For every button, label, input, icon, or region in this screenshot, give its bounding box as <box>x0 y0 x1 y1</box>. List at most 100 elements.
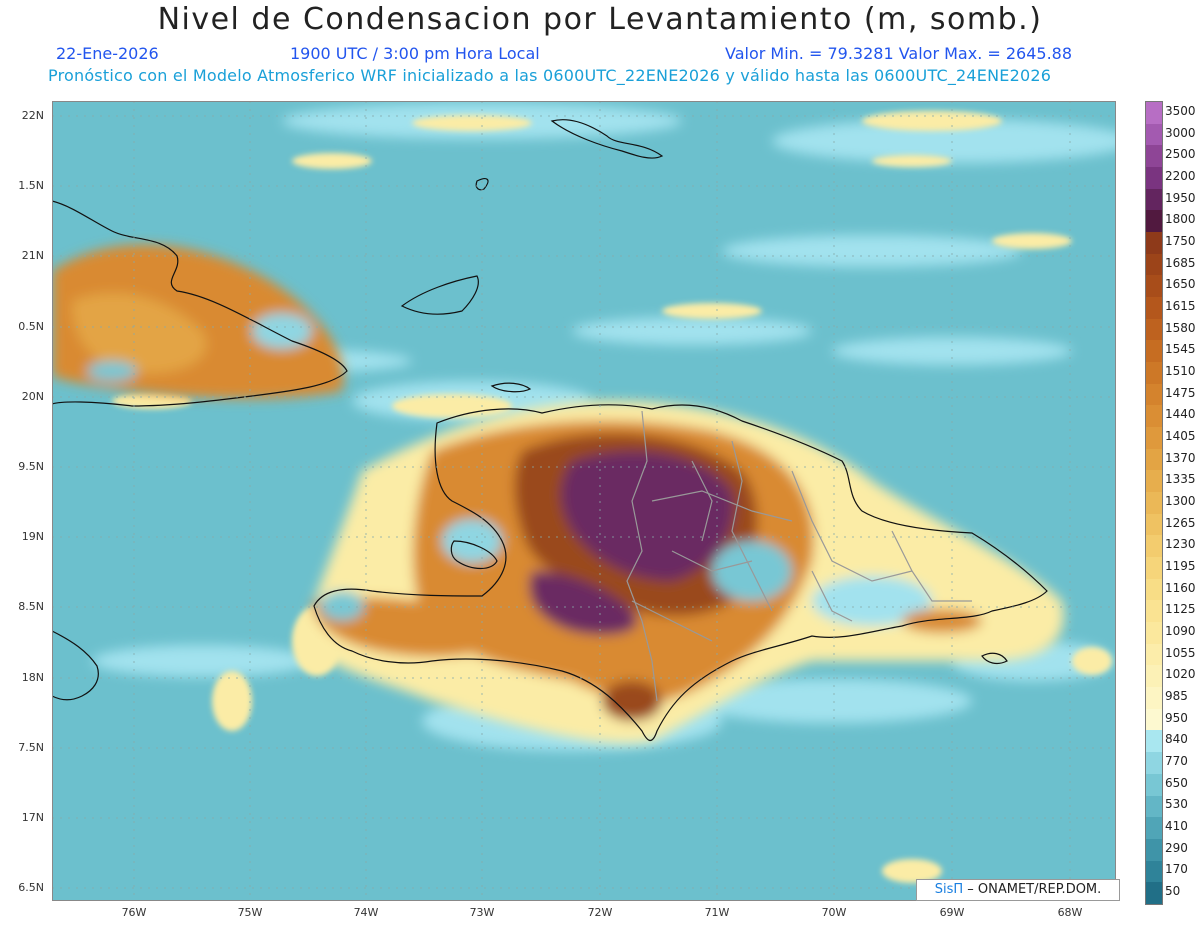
lon-label: 76W <box>121 906 147 919</box>
colorbar-swatch <box>1146 297 1162 319</box>
colorbar-swatch <box>1146 102 1162 124</box>
colorbar-swatch <box>1146 492 1162 514</box>
colorbar-label: 2200 <box>1165 168 1196 183</box>
colorbar-swatch <box>1146 773 1162 796</box>
colorbar-swatch <box>1146 708 1162 731</box>
lat-label: 7.5N <box>18 741 44 754</box>
colorbar-label: 1800 <box>1165 212 1196 227</box>
lat-label: 1.5N <box>18 179 44 192</box>
colorbar-label: 1125 <box>1165 602 1196 617</box>
colorbar-swatch <box>1146 210 1162 233</box>
colorbar-swatch <box>1146 188 1162 211</box>
colorbar-swatch <box>1146 665 1162 688</box>
colorbar-swatch <box>1146 557 1162 579</box>
colorbar-label: 1335 <box>1165 472 1196 487</box>
lon-label: 72W <box>587 906 613 919</box>
colorbar-label: 1055 <box>1165 645 1196 660</box>
colorbar-swatch <box>1146 253 1162 276</box>
forecast-info: Pronóstico con el Modelo Atmosferico WRF… <box>48 66 1052 85</box>
colorbar-swatch <box>1146 882 1162 904</box>
colorbar-swatch <box>1146 167 1162 189</box>
lon-label: 74W <box>353 906 379 919</box>
lat-label: 22N <box>21 109 44 122</box>
colorbar-swatch <box>1146 860 1162 883</box>
colorbar-label: 650 <box>1165 775 1188 790</box>
colorbar-swatch <box>1146 578 1162 601</box>
lon-label: 69W <box>939 906 965 919</box>
colorbar-label: 1950 <box>1165 190 1196 205</box>
cuba-field <box>52 244 344 399</box>
colorbar-swatch <box>1146 340 1162 363</box>
colorbar-swatch <box>1146 123 1162 146</box>
colorbar-label: 770 <box>1165 754 1188 769</box>
colorbar-swatch <box>1146 730 1162 753</box>
colorbar-label: 985 <box>1165 689 1188 704</box>
saona <box>981 652 1008 665</box>
lat-label: 18N <box>21 671 44 684</box>
cuba-coast <box>52 200 348 407</box>
colorbar-swatch <box>1146 600 1162 623</box>
colorbar-label: 1195 <box>1165 559 1196 574</box>
colorbar-label: 1020 <box>1165 667 1196 682</box>
tortuga <box>490 382 532 393</box>
colorbar-swatch <box>1146 622 1162 644</box>
lat-label: 6.5N <box>18 881 44 894</box>
great-inagua <box>400 275 479 315</box>
lon-label: 75W <box>237 906 263 919</box>
colorbar-label: 1160 <box>1165 580 1196 595</box>
colorbar-swatch <box>1146 383 1162 406</box>
min-max-values: Valor Min. = 79.3281 Valor Max. = 2645.8… <box>725 44 1073 63</box>
colorbar-label: 1475 <box>1165 385 1196 400</box>
colorbar-label: 1230 <box>1165 537 1196 552</box>
colorbar-label: 410 <box>1165 819 1188 834</box>
colorbar-swatch <box>1146 535 1162 558</box>
colorbar-label: 1685 <box>1165 255 1196 270</box>
lon-label: 70W <box>821 906 847 919</box>
lat-label: 20N <box>21 390 44 403</box>
colorbar-label: 1440 <box>1165 407 1196 422</box>
colorbar-label: 1510 <box>1165 363 1196 378</box>
lon-label: 68W <box>1057 906 1083 919</box>
gonave <box>450 540 498 570</box>
colorbar-label: 1300 <box>1165 494 1196 508</box>
colorbar-label: 1265 <box>1165 515 1196 530</box>
valid-date: 22-Ene-2026 <box>56 44 159 63</box>
colorbar-swatch <box>1146 232 1162 254</box>
colorbar-label: 1750 <box>1165 233 1196 248</box>
colorbar-swatch <box>1146 752 1162 774</box>
colorbar-swatch <box>1146 687 1162 709</box>
province-borders <box>626 410 972 702</box>
colorbar-label: 3000 <box>1165 125 1196 140</box>
hispaniola-coast <box>313 404 1048 741</box>
colorbar-swatch <box>1146 448 1162 471</box>
lat-label: 0.5N <box>18 320 44 333</box>
colorbar-swatch <box>1146 318 1162 341</box>
valid-time: 1900 UTC / 3:00 pm Hora Local <box>290 44 540 63</box>
coastlines <box>52 119 1048 741</box>
colorbar-swatch <box>1146 795 1162 818</box>
acklins <box>550 119 664 159</box>
colorbar-label: 2500 <box>1165 147 1196 162</box>
sispi-logo: SisΠ <box>934 882 964 897</box>
lat-label: 19N <box>21 530 44 543</box>
lon-label: 73W <box>469 906 495 919</box>
credit-text: – ONAMET/REP.DOM. <box>967 882 1102 897</box>
colorbar-label: 50 <box>1165 884 1181 899</box>
gridlines <box>52 101 1116 901</box>
colorbar-swatch <box>1146 817 1162 839</box>
lat-label: 9.5N <box>18 460 44 473</box>
colorbar-label: 290 <box>1165 840 1188 855</box>
colorbar-swatch <box>1146 513 1162 536</box>
colorbar-swatch <box>1146 643 1162 666</box>
credit-box: SisΠ – ONAMET/REP.DOM. <box>916 879 1120 901</box>
colorbar-swatch <box>1146 362 1162 384</box>
colorbar <box>1145 101 1163 905</box>
map-title: Nivel de Condensacion por Levantamiento … <box>157 2 1043 37</box>
colorbar-label: 1650 <box>1165 277 1196 292</box>
colorbar-label: 3500 <box>1165 103 1196 118</box>
colorbar-swatch <box>1146 470 1162 493</box>
colorbar-label: 950 <box>1165 710 1188 725</box>
lat-label: 8.5N <box>18 600 44 613</box>
lon-label: 71W <box>704 906 730 919</box>
colorbar-label: 1545 <box>1165 342 1196 357</box>
